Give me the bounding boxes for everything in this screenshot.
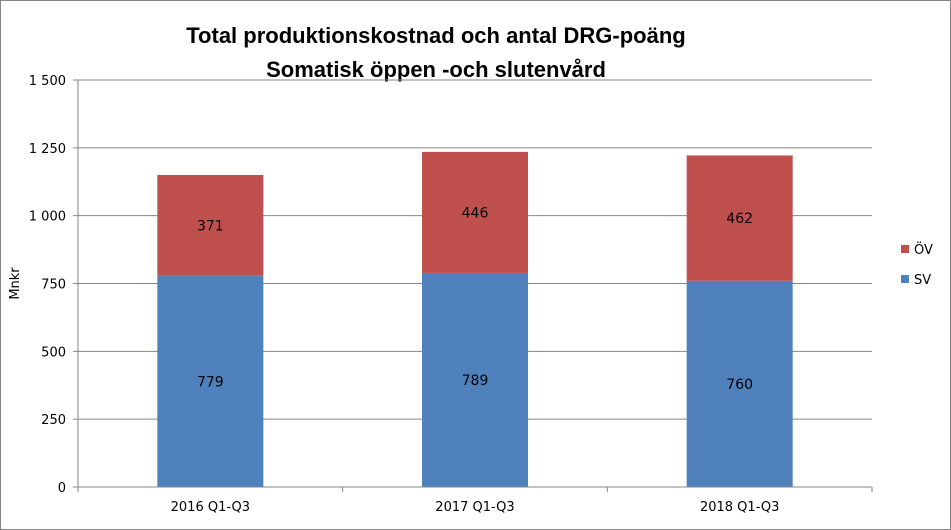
bar-xv-2[interactable] bbox=[686, 155, 793, 281]
y-tick-label: 750 bbox=[41, 278, 66, 293]
bar-xv-1[interactable] bbox=[422, 151, 528, 273]
data-label: 371 bbox=[197, 218, 224, 234]
data-label: 446 bbox=[462, 205, 489, 221]
bar-sv-2[interactable] bbox=[686, 280, 793, 487]
y-tick-label: 250 bbox=[41, 413, 66, 428]
y-tick-label: 0 bbox=[58, 481, 66, 496]
chart-title: Total produktionskostnad och antal DRG-p… bbox=[186, 23, 686, 48]
x-tick-label: 2016 Q1-Q3 bbox=[171, 500, 250, 515]
legend-label: SV bbox=[914, 273, 931, 288]
y-tick-label: 1 500 bbox=[29, 74, 66, 89]
y-tick-label: 1 250 bbox=[29, 142, 66, 157]
data-label: 462 bbox=[726, 211, 753, 227]
bar-sv-1[interactable] bbox=[422, 272, 528, 487]
y-axis-title: Mnkr bbox=[8, 267, 23, 300]
legend-label: ÖV bbox=[914, 241, 933, 258]
bar-xv-0[interactable] bbox=[157, 174, 264, 276]
data-label: 760 bbox=[726, 377, 753, 393]
data-label: 779 bbox=[197, 374, 224, 390]
data-label: 789 bbox=[462, 373, 489, 389]
x-tick-label: 2017 Q1-Q3 bbox=[435, 500, 514, 515]
bar-sv-0[interactable] bbox=[157, 275, 264, 487]
y-tick-label: 500 bbox=[41, 345, 66, 360]
y-tick-label: 1 000 bbox=[29, 210, 66, 225]
legend-swatch bbox=[901, 245, 909, 253]
chart-subtitle: Somatisk öppen -och slutenvård bbox=[266, 57, 606, 82]
legend-swatch bbox=[901, 275, 909, 283]
x-tick-label: 2018 Q1-Q3 bbox=[700, 500, 779, 515]
